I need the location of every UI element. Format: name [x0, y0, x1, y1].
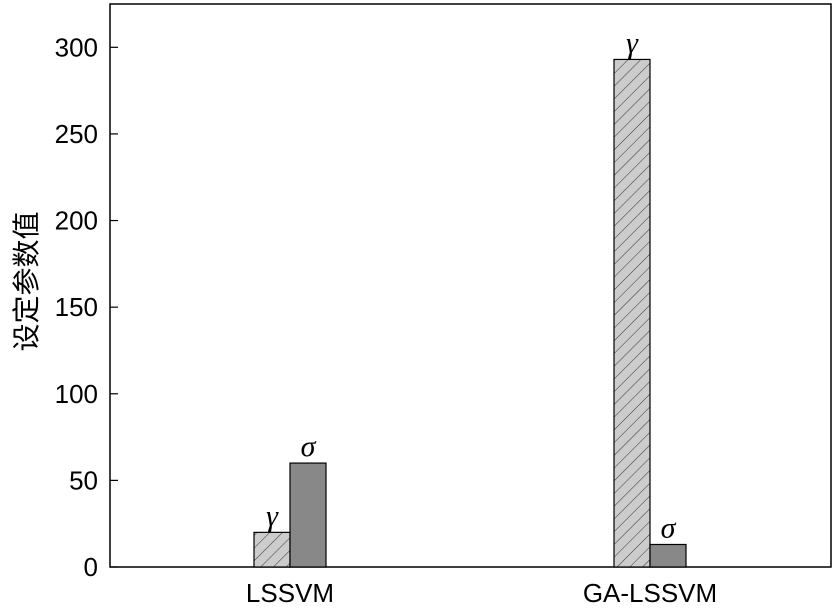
bar-label: γ: [626, 26, 639, 59]
y-tick-label: 300: [55, 32, 98, 62]
plot-frame: [109, 3, 832, 568]
bar-sigma: [289, 462, 327, 568]
y-tick-label: 200: [55, 206, 98, 236]
y-tick-label: 50: [69, 465, 98, 495]
bar-label: γ: [266, 499, 279, 532]
y-tick-label: 0: [84, 552, 98, 582]
bar-gamma: [613, 58, 651, 568]
y-tick-label: 100: [55, 379, 98, 409]
bar-label: σ: [661, 511, 677, 544]
x-tick-label: LSSVM: [246, 578, 334, 608]
bar-gamma: [253, 531, 291, 568]
y-tick-label: 250: [55, 119, 98, 149]
y-axis-label: 设定参数值: [11, 211, 42, 351]
bar-label: σ: [301, 430, 317, 463]
x-tick-label: GA-LSSVM: [583, 578, 717, 608]
y-tick-label: 150: [55, 292, 98, 322]
bar-sigma: [649, 543, 687, 568]
